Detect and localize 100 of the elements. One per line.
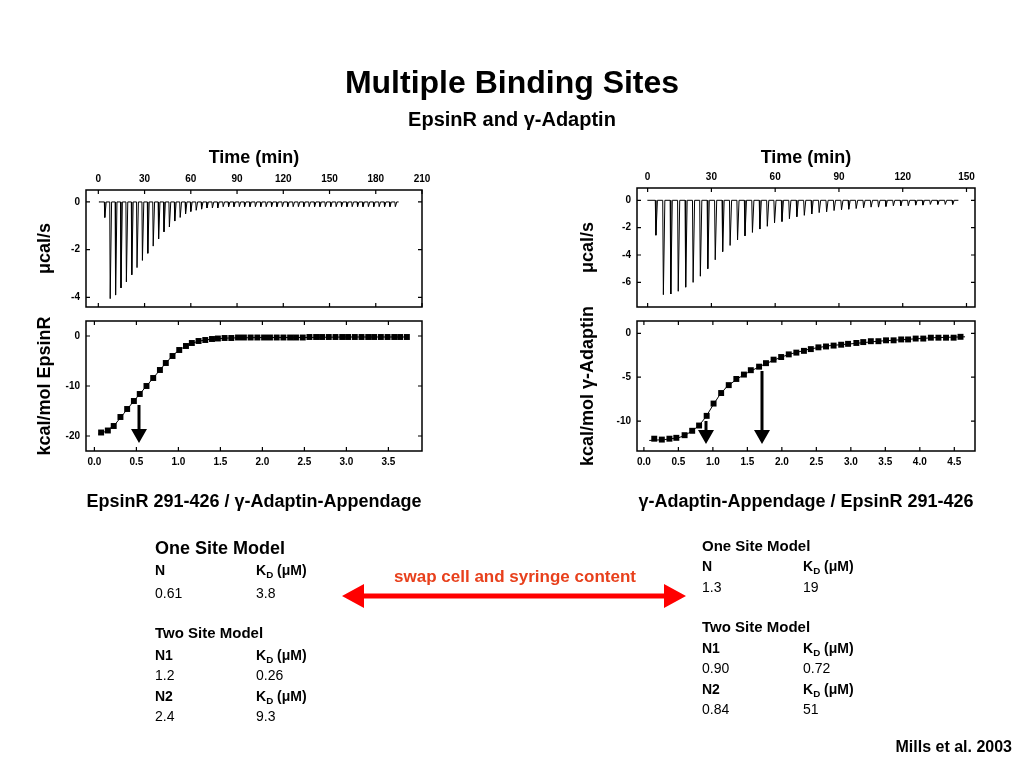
point <box>763 360 769 367</box>
x-tick-label: 4.5 <box>947 455 962 467</box>
x-tick-label: 120 <box>894 170 912 182</box>
x-tick-label: 1.0 <box>171 455 186 467</box>
point <box>221 335 228 341</box>
y-axis-title: kcal/mol EpsinR <box>33 316 54 456</box>
x-tick-label: 1.5 <box>740 455 755 467</box>
point <box>898 336 905 343</box>
point <box>377 334 384 340</box>
point <box>950 334 957 341</box>
point <box>935 334 942 341</box>
x-tick-label: 60 <box>185 172 197 184</box>
x-tick-label: 2.0 <box>774 455 790 467</box>
y-tick-label: -2 <box>622 221 632 233</box>
y-tick-label: 0 <box>74 329 81 341</box>
point <box>325 334 332 340</box>
x-tick-label: 30 <box>705 170 718 182</box>
text: 0.26 <box>256 667 284 684</box>
y-tick-label: -6 <box>622 276 632 288</box>
x-tick-label: 180 <box>367 172 385 184</box>
text: Multiple Binding Sites <box>344 64 680 101</box>
point <box>345 334 352 340</box>
x-tick-label: 3.5 <box>381 455 396 467</box>
x-tick-label: 4.0 <box>912 455 928 467</box>
point <box>403 334 410 340</box>
point <box>883 337 889 344</box>
x-tick-label: 1.5 <box>213 455 228 467</box>
point <box>176 347 183 353</box>
point <box>202 337 209 343</box>
text: N <box>155 562 166 579</box>
point <box>756 363 763 370</box>
point <box>845 340 852 347</box>
point <box>371 334 378 340</box>
point <box>927 334 934 341</box>
point <box>365 334 372 340</box>
text: One Site Model <box>702 537 811 555</box>
x-tick-label: 0.5 <box>129 455 144 467</box>
point <box>867 338 874 345</box>
point <box>838 341 845 348</box>
text: 3.8 <box>256 585 276 602</box>
point <box>162 360 169 366</box>
text: swap cell and syringe content <box>394 567 636 587</box>
text: 0.61 <box>155 585 183 602</box>
text: N2 <box>702 680 720 697</box>
point <box>306 334 313 340</box>
y-tick-label: -10 <box>65 379 81 391</box>
x-tick-label: 30 <box>139 172 151 184</box>
point <box>156 367 163 373</box>
point <box>785 351 792 358</box>
point <box>830 342 837 349</box>
x-tick-label: 2.0 <box>255 455 270 467</box>
y-tick-label: 0 <box>625 327 632 339</box>
y-tick-label: 0 <box>74 195 81 207</box>
point <box>689 427 696 434</box>
text: Two Site Model <box>702 618 811 636</box>
y-tick-label: -5 <box>622 370 632 382</box>
point <box>351 334 358 340</box>
point <box>188 340 195 346</box>
point <box>124 406 131 412</box>
point <box>658 436 665 443</box>
text: K$_{D}$ (μM) <box>803 680 854 699</box>
y-tick-label: -20 <box>65 429 81 441</box>
point <box>890 337 897 344</box>
x-tick-label: 0.0 <box>636 455 652 467</box>
point <box>920 335 927 342</box>
x-tick-label: 1.0 <box>705 455 721 467</box>
y-axis-title: μcal/s <box>576 221 597 274</box>
point <box>710 400 717 407</box>
point <box>853 339 860 346</box>
point <box>228 335 235 341</box>
point <box>666 435 673 442</box>
point <box>319 334 326 340</box>
point <box>905 336 912 343</box>
point <box>718 390 725 396</box>
y-tick-label: -4 <box>71 291 81 303</box>
point <box>182 343 189 349</box>
point <box>793 349 800 356</box>
x-axis-title: Time (min) <box>760 146 852 167</box>
point <box>733 376 740 382</box>
x-tick-label: 60 <box>769 170 782 182</box>
point <box>117 414 124 420</box>
point <box>150 375 157 381</box>
point <box>943 334 949 341</box>
text: 0.72 <box>803 660 831 677</box>
text: N1 <box>155 647 173 664</box>
point <box>195 338 202 344</box>
point <box>397 334 404 340</box>
y-tick-label: -10 <box>616 414 632 426</box>
text: Two Site Model <box>155 624 264 642</box>
text: N2 <box>155 687 173 704</box>
x-tick-label: 3.0 <box>843 455 859 467</box>
point <box>807 346 814 353</box>
point <box>778 354 785 360</box>
text: K$_{D}$ (μM) <box>803 640 854 658</box>
point <box>875 338 882 345</box>
text: 19 <box>803 579 819 596</box>
text: 2.4 <box>155 707 175 724</box>
text: K$_{D}$ (μM) <box>256 562 307 580</box>
y-axis-title: kcal/mol γ-Adaptin <box>576 305 597 467</box>
text: EpsinR and γ-Adaptin <box>408 108 616 131</box>
